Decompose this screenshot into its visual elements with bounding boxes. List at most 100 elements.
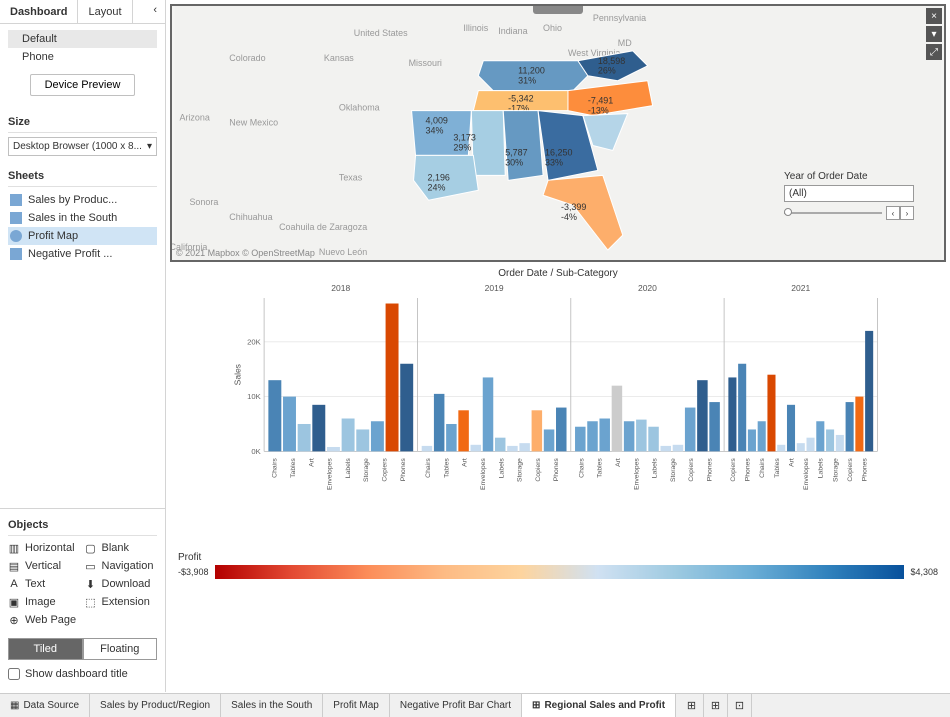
bar[interactable] bbox=[519, 443, 530, 451]
state-Alabama[interactable] bbox=[503, 111, 543, 181]
profit-map-container[interactable]: × ▾ ⤢ United StatesIllinoisIndianaOhioPe… bbox=[170, 4, 946, 262]
bar[interactable] bbox=[532, 410, 543, 451]
state-Mississippi[interactable] bbox=[471, 111, 505, 176]
bar[interactable] bbox=[797, 443, 805, 451]
bar[interactable] bbox=[283, 397, 296, 452]
size-label: Size bbox=[8, 110, 157, 133]
sheet-item-3[interactable]: Negative Profit ... bbox=[8, 245, 157, 263]
year-slider[interactable] bbox=[784, 212, 882, 214]
bar[interactable] bbox=[599, 419, 610, 452]
bar[interactable] bbox=[544, 429, 555, 451]
bar[interactable] bbox=[400, 364, 413, 452]
bar[interactable] bbox=[767, 375, 775, 452]
bar[interactable] bbox=[697, 380, 708, 451]
bar[interactable] bbox=[738, 364, 746, 452]
bar[interactable] bbox=[342, 419, 355, 452]
svg-text:Phones: Phones bbox=[862, 458, 869, 482]
bar[interactable] bbox=[312, 405, 325, 452]
tab-layout[interactable]: Layout bbox=[78, 0, 132, 23]
bar[interactable] bbox=[556, 408, 567, 452]
bar[interactable] bbox=[471, 445, 482, 452]
bar[interactable] bbox=[787, 405, 795, 452]
bar[interactable] bbox=[758, 421, 766, 451]
filter-icon[interactable]: ▾ bbox=[926, 26, 942, 42]
bar[interactable] bbox=[371, 421, 384, 451]
sheet-item-0[interactable]: Sales by Produc... bbox=[8, 191, 157, 209]
bar[interactable] bbox=[685, 408, 696, 452]
floating-button[interactable]: Floating bbox=[83, 638, 158, 660]
new-dashboard-button[interactable]: ⊞ bbox=[704, 694, 728, 717]
object-text[interactable]: AText bbox=[8, 576, 81, 592]
collapse-panel-icon[interactable]: ‹ bbox=[145, 0, 165, 23]
bottom-tab-1[interactable]: Sales in the South bbox=[221, 694, 323, 717]
bar[interactable] bbox=[846, 402, 854, 451]
bar[interactable] bbox=[587, 421, 598, 451]
bar[interactable] bbox=[855, 397, 863, 452]
object-vertical[interactable]: ▤Vertical bbox=[8, 558, 81, 574]
object-navigation[interactable]: ▭Navigation bbox=[85, 558, 158, 574]
size-dropdown[interactable]: Desktop Browser (1000 x 8... ▾ bbox=[8, 137, 157, 156]
svg-text:Tables: Tables bbox=[290, 458, 297, 478]
profit-label: Profit bbox=[178, 552, 938, 563]
device-default[interactable]: Default bbox=[8, 30, 157, 48]
tiled-button[interactable]: Tiled bbox=[8, 638, 83, 660]
drag-handle[interactable] bbox=[533, 6, 583, 14]
bar[interactable] bbox=[816, 421, 824, 451]
bar[interactable] bbox=[826, 429, 834, 451]
bottom-tab-3[interactable]: Negative Profit Bar Chart bbox=[390, 694, 522, 717]
bar[interactable] bbox=[777, 445, 785, 452]
bar[interactable] bbox=[483, 377, 494, 451]
expand-icon[interactable]: ⤢ bbox=[926, 44, 942, 60]
bar[interactable] bbox=[709, 402, 720, 451]
bottom-tab-0[interactable]: Sales by Product/Region bbox=[90, 694, 221, 717]
year-filter-value[interactable]: (All) bbox=[784, 185, 914, 202]
object-extension[interactable]: ⬚Extension bbox=[85, 594, 158, 610]
bar[interactable] bbox=[458, 410, 469, 451]
bar[interactable] bbox=[728, 377, 736, 451]
bar[interactable] bbox=[624, 421, 635, 451]
bar[interactable] bbox=[422, 446, 433, 451]
next-year-button[interactable]: › bbox=[900, 206, 914, 220]
svg-text:Storage: Storage bbox=[363, 458, 370, 482]
bar[interactable] bbox=[836, 435, 844, 451]
bar[interactable] bbox=[434, 394, 445, 452]
object-web-page[interactable]: ⊕Web Page bbox=[8, 612, 81, 628]
bar[interactable] bbox=[356, 429, 369, 451]
sheet-item-2[interactable]: Profit Map bbox=[8, 227, 157, 245]
object-blank[interactable]: ▢Blank bbox=[85, 540, 158, 556]
bar[interactable] bbox=[673, 445, 684, 452]
svg-text:Nuevo León: Nuevo León bbox=[319, 247, 367, 257]
bar[interactable] bbox=[807, 438, 815, 452]
bar[interactable] bbox=[268, 380, 281, 451]
tab-dashboard[interactable]: Dashboard bbox=[0, 0, 78, 23]
bottom-tab-2[interactable]: Profit Map bbox=[323, 694, 390, 717]
bar[interactable] bbox=[648, 427, 659, 452]
show-title-checkbox[interactable]: Show dashboard title bbox=[8, 660, 157, 688]
bar[interactable] bbox=[507, 446, 518, 451]
sheet-item-1[interactable]: Sales in the South bbox=[8, 209, 157, 227]
show-title-input[interactable] bbox=[8, 668, 20, 680]
bar[interactable] bbox=[865, 331, 873, 451]
new-worksheet-button[interactable]: ⊞ bbox=[680, 694, 704, 717]
bar[interactable] bbox=[327, 447, 340, 451]
object-image[interactable]: ▣Image bbox=[8, 594, 81, 610]
device-phone[interactable]: Phone bbox=[8, 48, 157, 66]
bottom-tab-4[interactable]: ⊞ Regional Sales and Profit bbox=[522, 694, 676, 717]
bar[interactable] bbox=[446, 424, 457, 451]
bar[interactable] bbox=[495, 438, 506, 452]
bar[interactable] bbox=[298, 424, 311, 451]
data-source-tab[interactable]: ▦ Data Source bbox=[0, 694, 90, 717]
bar[interactable] bbox=[661, 446, 672, 451]
bar[interactable] bbox=[636, 420, 647, 452]
object-horizontal[interactable]: ▥Horizontal bbox=[8, 540, 81, 556]
bar[interactable] bbox=[575, 427, 586, 452]
close-icon[interactable]: × bbox=[926, 8, 942, 24]
device-preview-button[interactable]: Device Preview bbox=[30, 74, 136, 96]
new-story-button[interactable]: ⊡ bbox=[728, 694, 752, 717]
bar[interactable] bbox=[612, 386, 623, 452]
prev-year-button[interactable]: ‹ bbox=[886, 206, 900, 220]
object-download[interactable]: ⬇Download bbox=[85, 576, 158, 592]
chevron-down-icon: ▾ bbox=[147, 141, 152, 152]
bar[interactable] bbox=[748, 429, 756, 451]
bar[interactable] bbox=[386, 304, 399, 452]
